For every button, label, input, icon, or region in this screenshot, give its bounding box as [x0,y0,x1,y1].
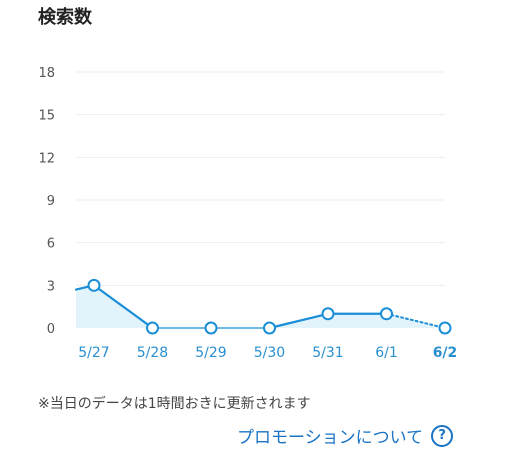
x-axis-ticks: 5/27 5/28 5/29 5/30 5/31 6/1 6/2 [78,345,457,361]
x-tick-label: 5/31 [312,345,343,361]
y-tick-label: 18 [38,66,55,81]
y-tick-label: 12 [38,151,55,166]
x-tick-label: 5/30 [254,345,285,361]
y-tick-label: 15 [38,109,55,124]
update-note: ※当日のデータは1時間おきに更新されます [38,396,311,412]
x-tick-label: 6/2 [433,345,458,361]
series-line [74,284,446,330]
line-segment [92,284,154,330]
y-axis-ticks: 0 3 6 9 12 15 18 [38,66,55,337]
line-segment [268,312,330,330]
chart-title: 検索数 [38,7,92,28]
data-point [204,321,218,335]
x-tick-label: 5/28 [137,345,168,361]
data-point [87,278,101,292]
help-icon[interactable]: ? [431,424,454,447]
data-point [380,307,393,321]
x-tick-label: 5/29 [195,345,226,361]
data-point [146,321,159,335]
data-point [263,321,276,335]
data-point [321,307,335,321]
series-points [87,278,452,335]
promotion-link-label[interactable]: プロモーションについて [237,428,424,448]
y-tick-label: 3 [47,279,55,294]
x-tick-label: 5/27 [78,345,109,361]
gridlines [76,71,445,286]
series-area [76,285,445,328]
promotion-link[interactable]: プロモーションについて ? [237,423,454,448]
search-count-chart: 0 3 6 9 12 15 18 5/27 5/28 5/29 5/30 5/31 6/1 6/2 [38,66,457,361]
y-tick-label: 6 [47,237,55,252]
y-tick-label: 0 [47,322,55,337]
y-tick-label: 9 [47,194,55,209]
data-point [438,321,452,335]
line-segment-dotted [385,312,446,329]
x-tick-label: 6/1 [375,345,398,361]
